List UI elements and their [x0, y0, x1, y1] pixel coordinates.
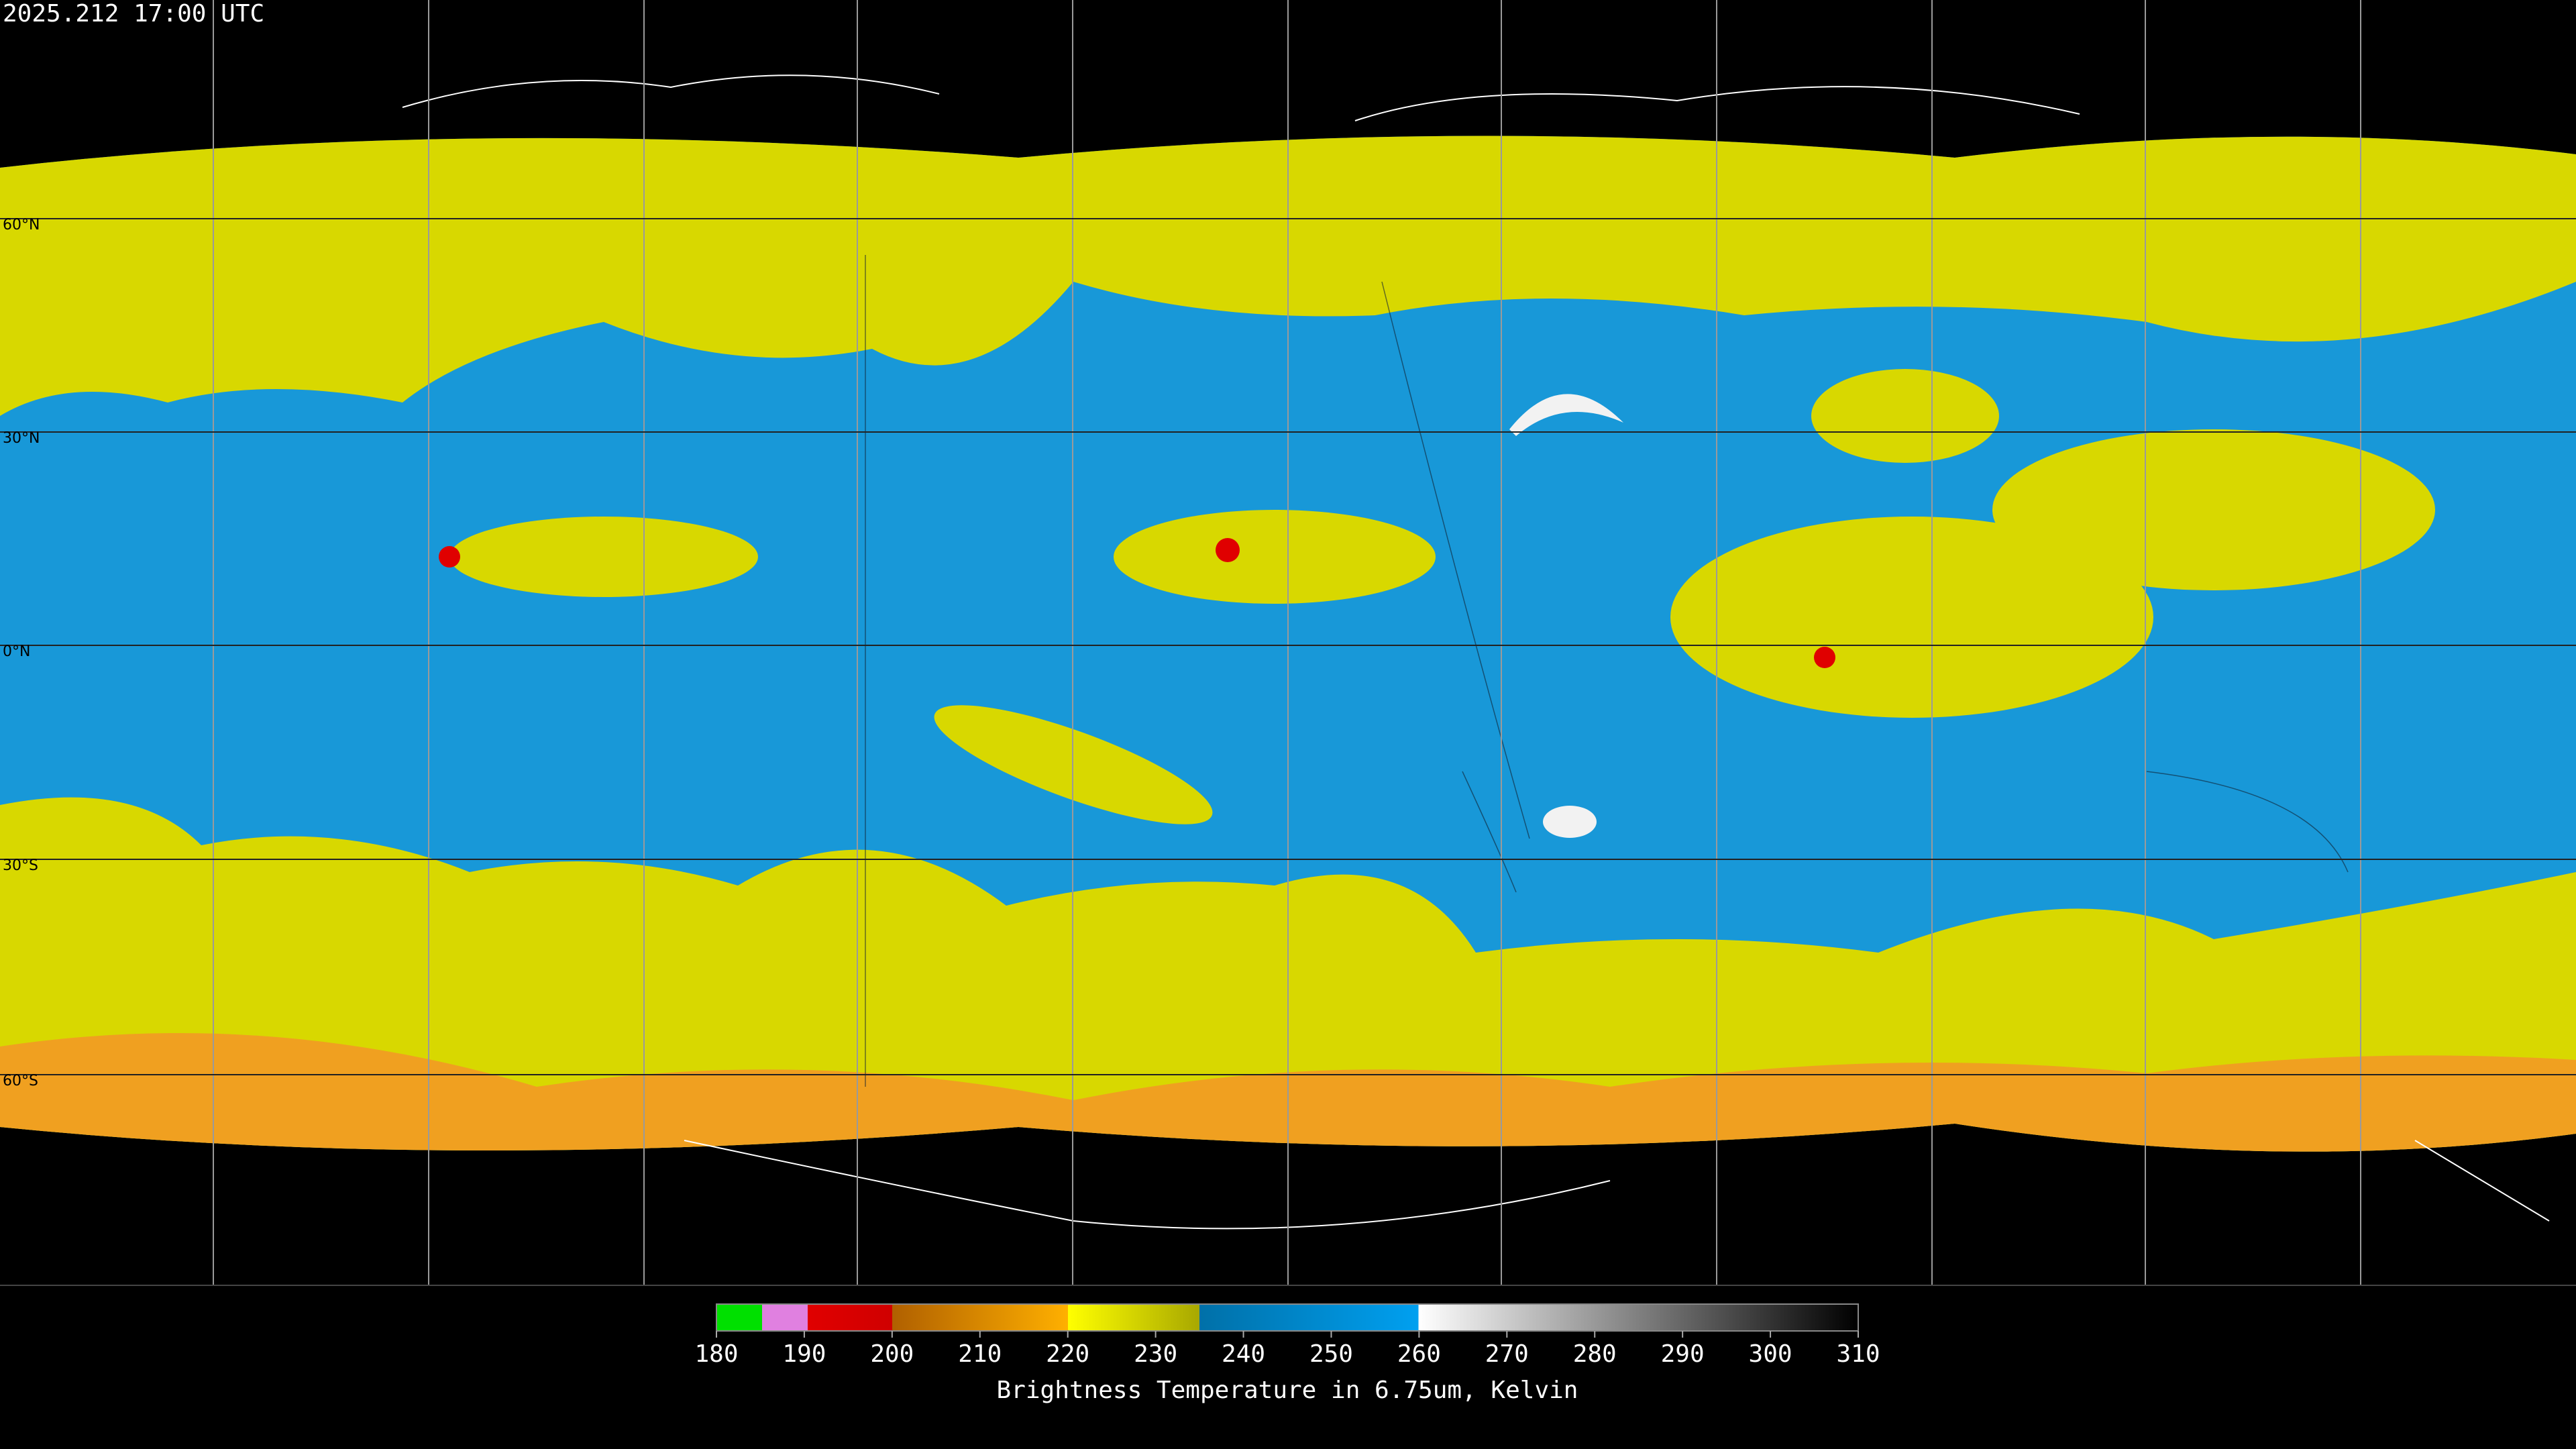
- latitude-labels: 60°N 30°N 0°N 30°S 60°S: [3, 217, 40, 1089]
- moist-caribbean: [449, 517, 758, 597]
- latitude-label: 0°N: [3, 643, 30, 660]
- latitude-label: 30°S: [3, 857, 38, 874]
- colorbar-tick-label: 190: [782, 1340, 826, 1368]
- parallels: [0, 218, 2576, 1075]
- coastline: [865, 255, 2349, 1087]
- colorbar-tick-label: 290: [1661, 1340, 1705, 1368]
- colorbar-tick-label: 180: [694, 1340, 738, 1368]
- latitude-label: 60°N: [3, 217, 40, 233]
- colorbar-tick-label: 270: [1485, 1340, 1529, 1368]
- colorbar-tick-label: 310: [1836, 1340, 1880, 1368]
- colorbar-tick-label: 230: [1134, 1340, 1177, 1368]
- colorbar-tick-label: 250: [1309, 1340, 1353, 1368]
- colorbar-tick-label: 240: [1222, 1340, 1265, 1368]
- convection: [1814, 647, 1835, 668]
- latitude-label: 60°S: [3, 1073, 38, 1089]
- separator: [0, 1285, 2576, 1286]
- colorbar-tick-label: 210: [958, 1340, 1002, 1368]
- dry-arabia: [1509, 394, 1623, 436]
- moist-tibet: [1811, 369, 1999, 463]
- dry-madagascar: [1543, 806, 1597, 838]
- moist-africa: [1114, 510, 1436, 604]
- colorbar-tick-label: 280: [1573, 1340, 1617, 1368]
- coastline: [402, 74, 2550, 1230]
- moist-indian-ocean: [1670, 517, 2153, 718]
- colorbar-tick-label: 200: [870, 1340, 914, 1368]
- moist-west-pacific: [1992, 429, 2435, 590]
- graticule: [0, 0, 2576, 1285]
- latitude-label: 30°N: [3, 430, 40, 447]
- meridians: [213, 0, 2361, 1285]
- convection: [1216, 538, 1240, 562]
- colorbar-ticks: 180 190 200 210 220 230 240 250 260 270 280 290 300 3…: [694, 1331, 1880, 1368]
- colorbar-tick-label: 300: [1749, 1340, 1792, 1368]
- colorbar-tick-label: 220: [1046, 1340, 1089, 1368]
- colorbar-tick-label: 260: [1397, 1340, 1441, 1368]
- colorbar: [716, 1303, 1859, 1332]
- convection: [439, 546, 460, 568]
- timestamp: 2025.212 17:00 UTC: [3, 0, 264, 28]
- colorbar-label: Brightness Temperature in 6.75um, Kelvin: [997, 1377, 1578, 1404]
